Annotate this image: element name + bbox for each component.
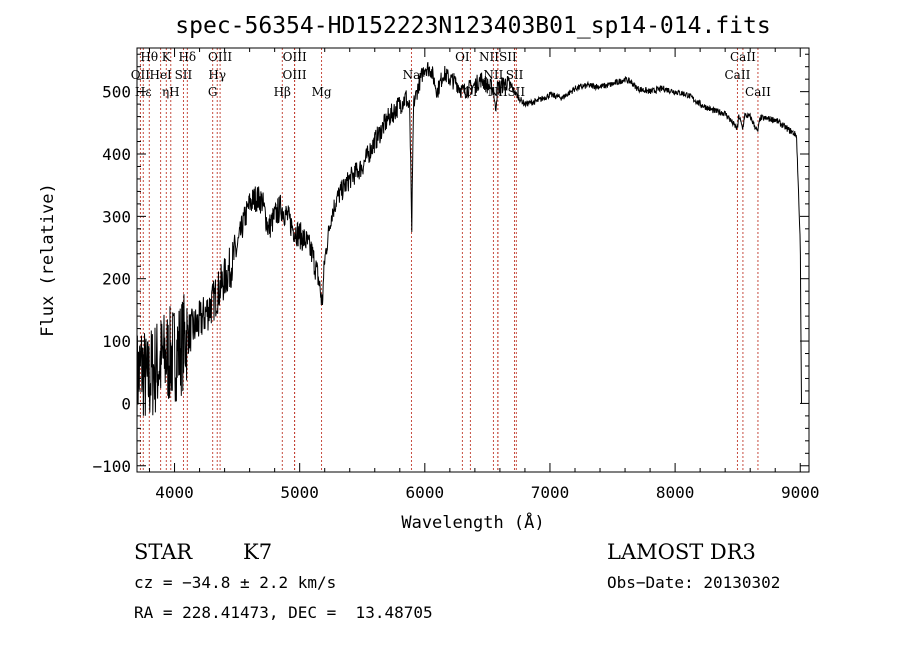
y-axis-label: Flux (relative)	[38, 183, 58, 337]
line-label: Na	[403, 68, 421, 82]
x-tick-label: 4000	[155, 483, 194, 502]
x-tick-label: 8000	[656, 483, 695, 502]
spectrum-line	[136, 62, 802, 429]
y-tick-label: 400	[102, 145, 131, 164]
line-label: ηH	[162, 85, 180, 99]
line-label: NII	[483, 68, 503, 82]
line-label: HeI	[149, 68, 172, 82]
obs-date: Obs−Date: 20130302	[607, 573, 781, 592]
line-label: OI	[455, 50, 470, 64]
line-label: Hγ	[208, 68, 226, 82]
object-subclass: K7	[243, 540, 273, 564]
line-label: SII	[506, 68, 524, 82]
line-label: OIII	[283, 68, 307, 82]
line-label: OII	[131, 68, 151, 82]
line-label: CaII	[730, 50, 756, 64]
x-tick-label: 6000	[406, 483, 445, 502]
line-label: SII	[507, 85, 525, 99]
x-axis-ticks: 4000 5000 6000 7000 8000 9000	[149, 48, 820, 502]
y-tick-label: −100	[92, 457, 131, 476]
line-label: Hε	[135, 85, 152, 99]
line-label: CaII	[745, 85, 771, 99]
coordinates: RA = 228.41473, DEC = 13.48705	[134, 603, 433, 622]
line-label: NIISII	[479, 50, 517, 64]
y-tick-label: 200	[102, 270, 131, 289]
line-label: OIII	[283, 50, 307, 64]
spectrum-series	[136, 62, 802, 429]
line-label: OI	[463, 85, 478, 99]
line-label: OIII	[208, 50, 232, 64]
survey-name: LAMOST DR3	[607, 540, 756, 564]
x-axis-label: Wavelength (Å)	[401, 511, 544, 533]
chart-title: spec-56354-HD152223N123403B01_sp14-014.f…	[175, 13, 770, 39]
y-tick-label: 0	[121, 394, 131, 413]
x-tick-label: 9000	[781, 483, 820, 502]
line-label: K	[162, 50, 172, 64]
object-type: STAR	[134, 540, 193, 564]
cz-value: cz = −34.8 ± 2.2 km/s	[134, 573, 337, 592]
line-label: Mg	[312, 85, 332, 99]
line-label: G	[208, 85, 218, 99]
line-label: NII	[488, 85, 508, 99]
y-tick-label: 300	[102, 207, 131, 226]
line-label: CaII	[725, 68, 751, 82]
line-label: Hδ	[178, 50, 196, 64]
line-label: Hθ	[140, 50, 158, 64]
x-tick-label: 7000	[531, 483, 570, 502]
emission-line-markers	[139, 48, 759, 472]
line-label: Hβ	[274, 85, 291, 99]
y-tick-label: 500	[102, 83, 131, 102]
y-axis-ticks: −100 0 100 200 300 400 500	[92, 53, 809, 476]
plot-frame	[136, 47, 810, 473]
y-tick-label: 100	[102, 332, 131, 351]
line-label: SII	[175, 68, 193, 82]
x-tick-label: 5000	[280, 483, 319, 502]
